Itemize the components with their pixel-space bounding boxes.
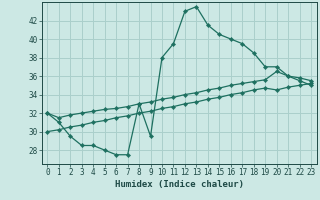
X-axis label: Humidex (Indice chaleur): Humidex (Indice chaleur) (115, 180, 244, 189)
